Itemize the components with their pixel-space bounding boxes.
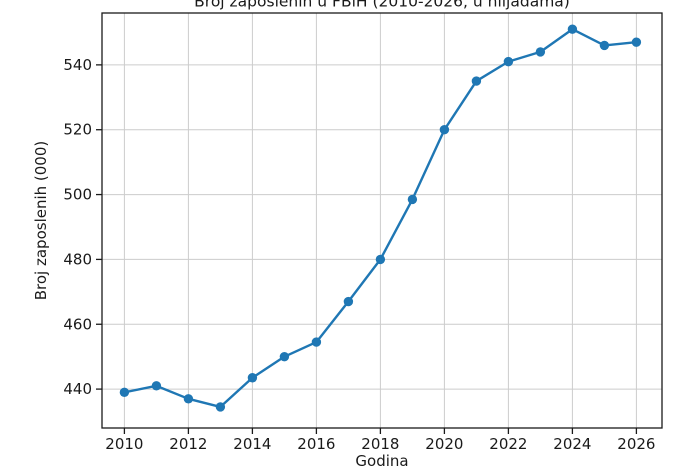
chart-title: Broj zaposlenih u FBiH (2010-2026, u hil… xyxy=(194,0,570,11)
x-tick-label: 2012 xyxy=(169,435,207,453)
data-point xyxy=(535,47,546,57)
data-point xyxy=(375,254,386,265)
y-tick-label: 480 xyxy=(63,250,92,268)
x-tick-label: 2022 xyxy=(489,435,527,453)
data-point xyxy=(247,373,258,383)
data-point xyxy=(503,56,514,67)
x-tick-label: 2016 xyxy=(297,435,335,453)
y-tick-label: 520 xyxy=(63,121,92,139)
x-axis: 2010 2012 2014 2016 2018 2020 2022 2024 2026 xyxy=(105,428,655,453)
data-point xyxy=(151,381,162,391)
y-tick-label: 460 xyxy=(63,315,92,333)
x-tick-label: 2024 xyxy=(553,435,591,453)
data-point xyxy=(183,394,194,404)
y-axis-label: Broj zaposlenih (000) xyxy=(32,141,50,301)
x-tick-label: 2014 xyxy=(233,435,271,453)
x-tick-label: 2026 xyxy=(617,435,655,453)
data-point xyxy=(311,337,322,347)
data-series xyxy=(119,24,642,412)
data-point xyxy=(439,125,450,135)
data-point xyxy=(215,402,226,412)
x-tick-label: 2010 xyxy=(105,435,143,453)
grid xyxy=(102,13,662,428)
x-tick-label: 2020 xyxy=(425,435,463,453)
data-point xyxy=(407,194,418,205)
plot-border xyxy=(101,12,663,429)
data-point xyxy=(567,24,578,34)
data-point xyxy=(631,37,642,47)
y-axis: 440 460 480 500 520 540 xyxy=(63,56,102,398)
y-tick-label: 440 xyxy=(63,380,92,398)
x-axis-label: Godina xyxy=(355,452,408,470)
y-tick-label: 540 xyxy=(63,56,92,74)
axes-spines xyxy=(101,12,663,429)
data-point xyxy=(599,40,610,51)
data-point xyxy=(471,76,482,86)
data-point xyxy=(119,387,130,398)
data-point xyxy=(343,296,354,307)
data-point xyxy=(279,351,290,362)
x-tick-label: 2018 xyxy=(361,435,399,453)
y-tick-label: 500 xyxy=(63,186,92,204)
